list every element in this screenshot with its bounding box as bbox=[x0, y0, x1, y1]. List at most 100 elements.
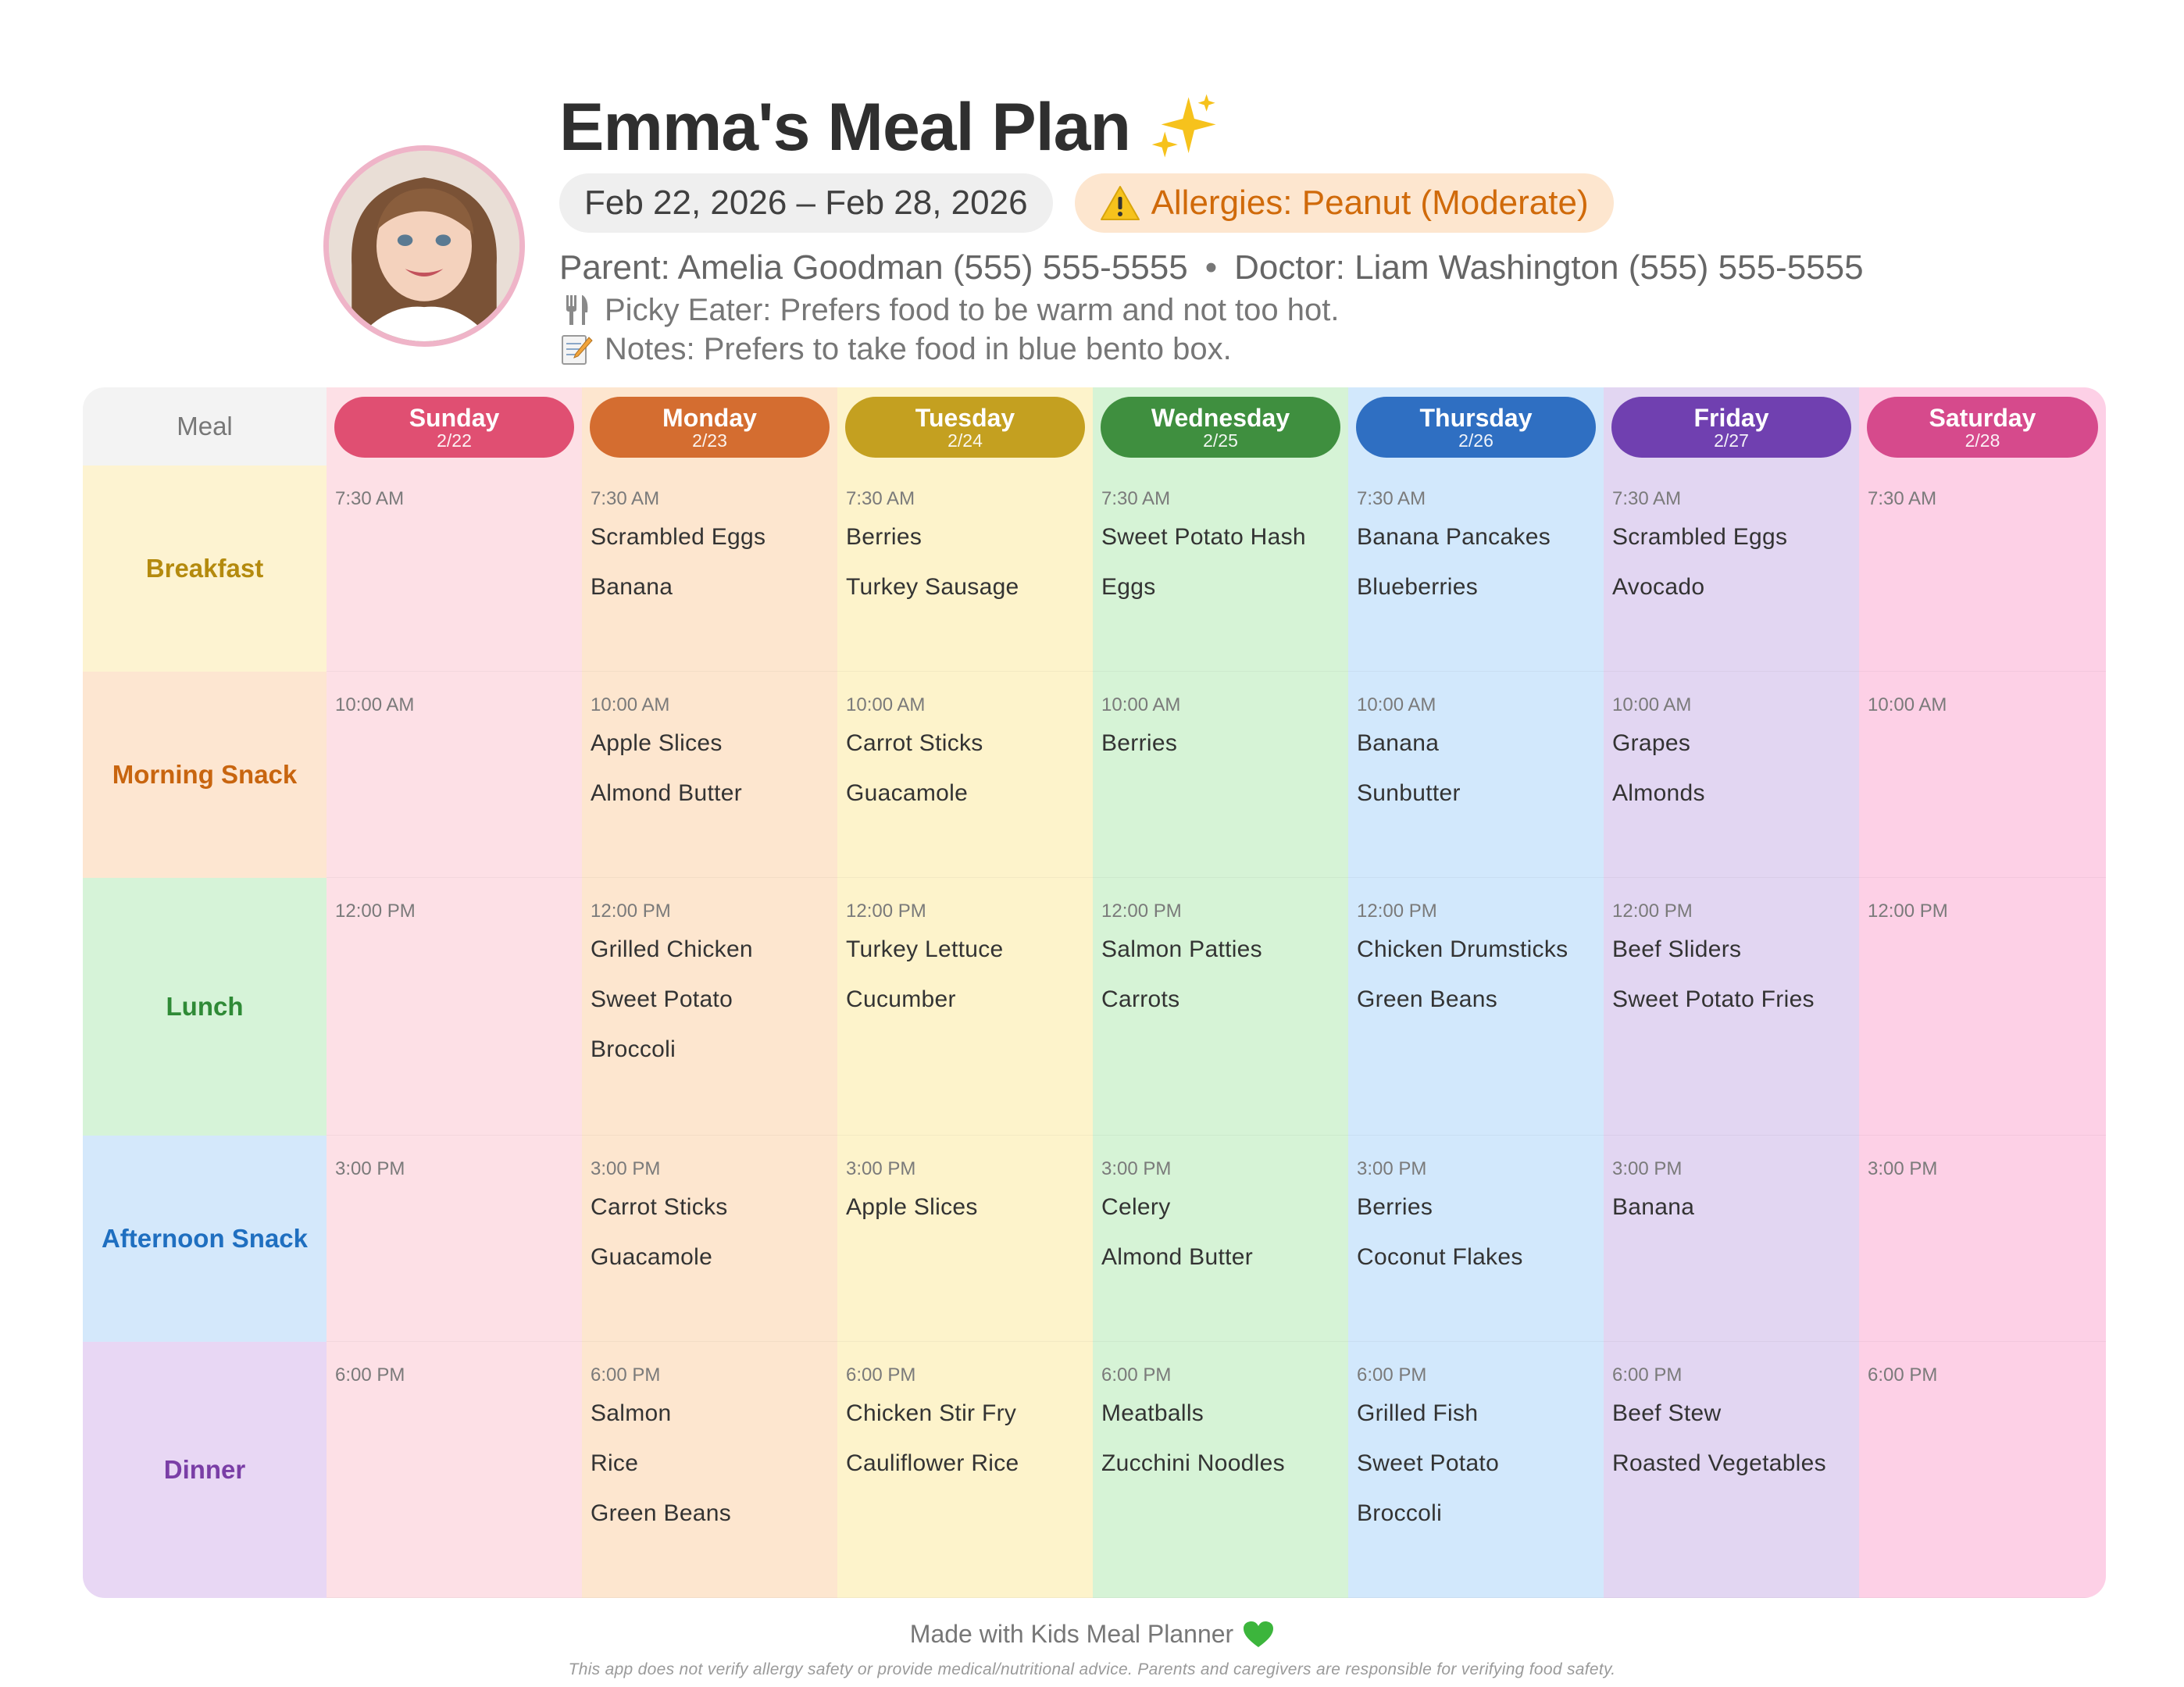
food-item: Guacamole bbox=[846, 780, 969, 806]
food-item: Almonds bbox=[1612, 780, 1705, 806]
food-item: Carrots bbox=[1101, 986, 1180, 1012]
warning-icon bbox=[1100, 186, 1140, 220]
meal-cell[interactable]: 6:00 PM Chicken Stir Fry Cauliflower Rice bbox=[837, 1342, 1093, 1598]
footer-made-with: Made with Kids Meal Planner bbox=[0, 1620, 2184, 1649]
meal-cell[interactable]: 10:00 AM Banana Sunbutter bbox=[1348, 672, 1604, 878]
meal-cell[interactable]: 10:00 AM Apple Slices Almond Butter bbox=[582, 672, 837, 878]
food-item: Apple Slices bbox=[591, 730, 723, 756]
food-item: Banana bbox=[591, 574, 673, 600]
meal-time: 10:00 AM bbox=[1101, 694, 1181, 715]
meal-cell[interactable]: 6:00 PM Grilled Fish Sweet Potato Broccoli bbox=[1348, 1342, 1604, 1598]
meal-time: 10:00 AM bbox=[591, 694, 670, 715]
food-item: Avocado bbox=[1612, 574, 1705, 600]
day-pill-tuesday: Tuesday 2/24 bbox=[845, 397, 1085, 458]
meal-cell[interactable]: 12:00 PM Grilled Chicken Sweet Potato Brocc… bbox=[582, 878, 837, 1136]
meal-cell[interactable]: 10:00 AM Carrot Sticks Guacamole bbox=[837, 672, 1093, 878]
food-item: Berries bbox=[1101, 730, 1178, 756]
food-item: Chicken Stir Fry bbox=[846, 1400, 1017, 1426]
meal-label-lunch: Lunch bbox=[83, 878, 327, 1136]
meal-cell[interactable]: 3:00 PM bbox=[327, 1136, 582, 1342]
food-item: Sweet Potato bbox=[1357, 1450, 1500, 1476]
food-item: Banana bbox=[1612, 1194, 1695, 1220]
day-name: Sunday bbox=[409, 404, 500, 432]
day-name: Wednesday bbox=[1151, 404, 1290, 432]
food-item: Eggs bbox=[1101, 574, 1156, 600]
meal-cell[interactable]: 12:00 PM Chicken Drumsticks Green Beans bbox=[1348, 878, 1604, 1136]
food-item: Turkey Sausage bbox=[846, 574, 1019, 600]
memo-icon bbox=[562, 335, 593, 365]
food-item: Green Beans bbox=[1357, 986, 1498, 1012]
meal-time: 12:00 PM bbox=[1612, 901, 1693, 922]
food-item: Berries bbox=[846, 524, 922, 550]
day-column-tuesday: Tuesday 2/24 7:30 AM Berries Turkey Sausage 1… bbox=[837, 387, 1093, 1598]
food-item: Chicken Drumsticks bbox=[1357, 936, 1568, 962]
food-item: Rice bbox=[591, 1450, 639, 1476]
meal-label-breakfast: Breakfast bbox=[83, 465, 327, 672]
food-item: Turkey Lettuce bbox=[846, 936, 1004, 962]
meal-cell[interactable]: 6:00 PM Salmon Rice Green Beans bbox=[582, 1342, 837, 1598]
meal-cell[interactable]: 6:00 PM Beef Stew Roasted Vegetables bbox=[1604, 1342, 1859, 1598]
doctor-contact: Doctor: Liam Washington (555) 555-5555 bbox=[1234, 248, 1864, 287]
day-column-saturday: Saturday 2/28 7:30 AM 10:00 AM 12:00 PM 3:00 … bbox=[1859, 387, 2106, 1598]
day-header-sunday: Sunday 2/22 bbox=[327, 387, 582, 465]
meal-time: 7:30 AM bbox=[591, 488, 660, 509]
meal-cell[interactable]: 10:00 AM bbox=[1859, 672, 2106, 878]
food-item: Sweet Potato Fries bbox=[1612, 986, 1815, 1012]
meal-cell[interactable]: 10:00 AM Grapes Almonds bbox=[1604, 672, 1859, 878]
day-header-monday: Monday 2/23 bbox=[582, 387, 837, 465]
day-date: 2/27 bbox=[1714, 430, 1749, 451]
meal-cell[interactable]: 3:00 PM bbox=[1859, 1136, 2106, 1342]
meal-cell[interactable]: 7:30 AM Sweet Potato Hash Eggs bbox=[1093, 465, 1348, 672]
meal-cell[interactable]: 7:30 AM Banana Pancakes Blueberries bbox=[1348, 465, 1604, 672]
meal-cell[interactable]: 7:30 AM bbox=[1859, 465, 2106, 672]
meal-cell[interactable]: 3:00 PM Apple Slices bbox=[837, 1136, 1093, 1342]
meal-time: 3:00 PM bbox=[1357, 1158, 1427, 1179]
meal-time: 7:30 AM bbox=[1101, 488, 1171, 509]
meal-cell[interactable]: 6:00 PM bbox=[327, 1342, 582, 1598]
meal-cell[interactable]: 12:00 PM Salmon Patties Carrots bbox=[1093, 878, 1348, 1136]
meal-cell[interactable]: 6:00 PM bbox=[1859, 1342, 2106, 1598]
meal-cell[interactable]: 12:00 PM bbox=[1859, 878, 2106, 1136]
food-item: Carrot Sticks bbox=[591, 1194, 728, 1220]
meal-cell[interactable]: 7:30 AM Berries Turkey Sausage bbox=[837, 465, 1093, 672]
meal-time: 7:30 AM bbox=[335, 488, 405, 509]
meal-cell[interactable]: 10:00 AM bbox=[327, 672, 582, 878]
meal-time: 12:00 PM bbox=[1101, 901, 1182, 922]
meal-time: 10:00 AM bbox=[1868, 694, 1947, 715]
day-date: 2/22 bbox=[437, 430, 472, 451]
title-row: Emma's Meal Plan bbox=[559, 84, 1221, 170]
meal-cell[interactable]: 3:00 PM Carrot Sticks Guacamole bbox=[582, 1136, 837, 1342]
meal-cell[interactable]: 6:00 PM Meatballs Zucchini Noodles bbox=[1093, 1342, 1348, 1598]
meal-cell[interactable]: 12:00 PM Beef Sliders Sweet Potato Fries bbox=[1604, 878, 1859, 1136]
day-name: Thursday bbox=[1419, 404, 1533, 432]
separator: • bbox=[1204, 248, 1218, 287]
day-name: Saturday bbox=[1929, 404, 2036, 432]
meal-time: 12:00 PM bbox=[1357, 901, 1437, 922]
meal-cell[interactable]: 3:00 PM Celery Almond Butter bbox=[1093, 1136, 1348, 1342]
footer-disclaimer: This app does not verify allergy safety … bbox=[568, 1660, 1616, 1678]
food-item: Grilled Fish bbox=[1357, 1400, 1479, 1426]
meal-cell[interactable]: 7:30 AM bbox=[327, 465, 582, 672]
meal-time: 10:00 AM bbox=[335, 694, 415, 715]
meal-time: 7:30 AM bbox=[1868, 488, 1937, 509]
meal-cell[interactable]: 7:30 AM Scrambled Eggs Avocado bbox=[1604, 465, 1859, 672]
picky-eater-line: Picky Eater: Prefers food to be warm and… bbox=[559, 292, 1340, 328]
meal-cell[interactable]: 12:00 PM Turkey Lettuce Cucumber bbox=[837, 878, 1093, 1136]
food-item: Scrambled Eggs bbox=[1612, 524, 1788, 550]
food-item: Sweet Potato bbox=[591, 986, 733, 1012]
meal-label-dinner: Dinner bbox=[83, 1342, 327, 1598]
meal-time: 10:00 AM bbox=[1357, 694, 1436, 715]
food-item: Berries bbox=[1357, 1194, 1433, 1220]
meal-time: 6:00 PM bbox=[1101, 1364, 1172, 1386]
meal-cell[interactable]: 12:00 PM bbox=[327, 878, 582, 1136]
meal-cell[interactable]: 7:30 AM Scrambled Eggs Banana bbox=[582, 465, 837, 672]
meal-cell[interactable]: 3:00 PM Berries Coconut Flakes bbox=[1348, 1136, 1604, 1342]
meal-cell[interactable]: 3:00 PM Banana bbox=[1604, 1136, 1859, 1342]
meal-time: 6:00 PM bbox=[1357, 1364, 1427, 1386]
made-with-text: Made with Kids Meal Planner bbox=[909, 1620, 1234, 1648]
meal-time: 3:00 PM bbox=[1868, 1158, 1938, 1179]
meal-time: 7:30 AM bbox=[1357, 488, 1426, 509]
meal-cell[interactable]: 10:00 AM Berries bbox=[1093, 672, 1348, 878]
food-item: Almond Butter bbox=[1101, 1244, 1253, 1270]
food-item: Guacamole bbox=[591, 1244, 713, 1270]
